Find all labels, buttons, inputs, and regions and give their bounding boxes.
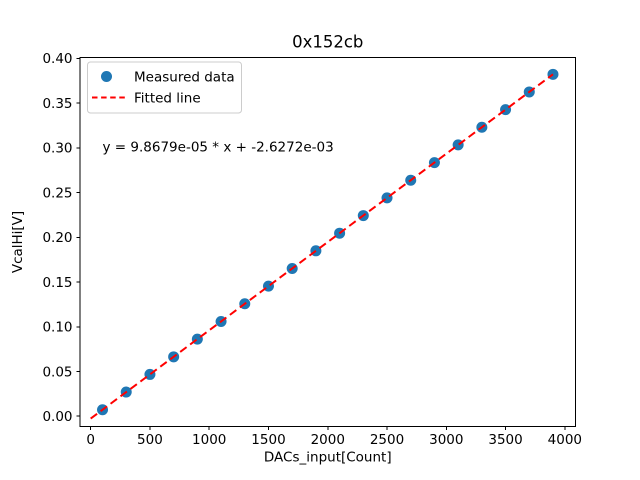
y-tick-label: 0.20 <box>42 230 72 246</box>
fit-equation-annotation: y = 9.8679e-05 * x + -2.6272e-03 <box>103 139 334 155</box>
y-tick-label: 0.00 <box>42 409 72 425</box>
y-tick-label: 0.25 <box>42 185 72 201</box>
legend-label-fitted-line: Fitted line <box>134 90 201 106</box>
x-tick-label: 4000 <box>548 432 582 448</box>
x-tick-label: 1500 <box>251 432 285 448</box>
fitted-line <box>90 73 554 420</box>
y-tick-label: 0.35 <box>42 96 72 112</box>
y-tick-label: 0.15 <box>42 275 72 291</box>
y-axis-ticks: 0.00 0.05 0.10 0.15 0.20 0.25 0.30 0.35 0.40 <box>42 51 80 425</box>
x-tick-label: 2500 <box>370 432 404 448</box>
x-tick-label: 2000 <box>311 432 345 448</box>
y-tick-label: 0.30 <box>42 141 72 157</box>
legend-marker-measured-data-icon <box>101 71 112 82</box>
x-tick-label: 1000 <box>192 432 226 448</box>
y-tick-label: 0.10 <box>42 320 72 336</box>
x-tick-label: 3500 <box>488 432 522 448</box>
legend-frame <box>87 61 242 114</box>
chart-title: 0x152cb <box>292 33 363 52</box>
x-tick-label: 0 <box>86 432 95 448</box>
y-tick-label: 0.05 <box>42 364 72 380</box>
x-axis-ticks: 0 500 1000 1500 2000 2500 3000 3500 4000 <box>86 426 582 448</box>
x-tick-label: 3000 <box>429 432 463 448</box>
legend-label-measured-data: Measured data <box>134 70 235 86</box>
y-axis-label: VcalHi[V] <box>10 211 26 273</box>
fitted-line-series <box>90 73 554 420</box>
y-tick-label: 0.40 <box>42 51 72 67</box>
x-axis-label: DACs_input[Count] <box>264 450 392 466</box>
legend: Measured data Fitted line <box>87 61 242 114</box>
x-tick-label: 500 <box>137 432 163 448</box>
